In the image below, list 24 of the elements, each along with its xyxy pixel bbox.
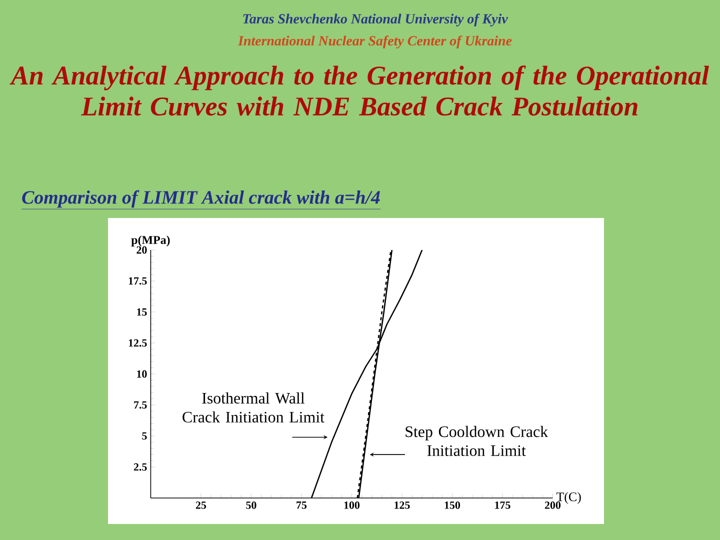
x-tick-label: 200 bbox=[544, 502, 561, 509]
x-tick-label: 75 bbox=[296, 502, 307, 509]
x-axis-title: T(C) bbox=[556, 492, 581, 504]
y-tick-label: 2.5 bbox=[134, 463, 147, 471]
annotation: Step Cooldown Crack Initiation Limit bbox=[406, 426, 548, 456]
text: International Nuclear Safety Center of Ukraine bbox=[238, 36, 512, 48]
x-tick-label: 125 bbox=[394, 502, 410, 509]
x-tick-label: 50 bbox=[246, 502, 256, 509]
y-tick-label: 10 bbox=[137, 370, 147, 378]
y-tick-label: 15 bbox=[137, 308, 147, 316]
text: Taras Shevchenko National University of Kyiv bbox=[243, 14, 508, 26]
annotation: Isothermal Wall Crack Initiation Limit bbox=[182, 392, 324, 423]
x-tick-label: 150 bbox=[444, 502, 460, 509]
x-tick-label: 25 bbox=[196, 502, 206, 509]
x-tick-label: 100 bbox=[344, 502, 360, 509]
y-tick-label: 17.5 bbox=[128, 277, 147, 285]
chart-subtitle: Comparison of LIMIT Axial crack with a=h/4 bbox=[22, 190, 380, 208]
x-tick-label: 175 bbox=[495, 502, 510, 509]
y-tick-label: 5 bbox=[142, 432, 147, 440]
y-tick-label: 20 bbox=[136, 246, 147, 254]
y-tick-label: 12.5 bbox=[128, 339, 147, 347]
y-axis-title: p(MPa) bbox=[131, 236, 170, 246]
y-tick-label: 7.5 bbox=[134, 401, 147, 409]
chart-title: An Analytical Approach to the Generation of the Operational Limit Curves with NDE Based Crack Postulation bbox=[10, 66, 709, 116]
